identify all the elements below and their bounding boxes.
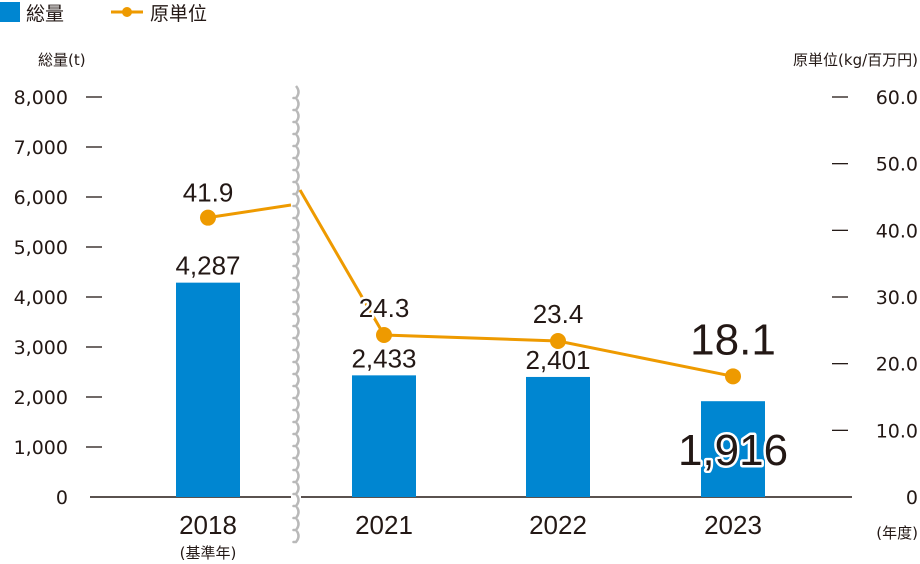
line-value-label: 41.9 bbox=[183, 178, 234, 208]
left-tick-label: 5,000 bbox=[14, 237, 68, 259]
right-axis-title: 原単位(kg/百万円) bbox=[793, 51, 918, 69]
left-tick-label: 0 bbox=[56, 487, 68, 509]
bar bbox=[526, 376, 590, 497]
right-tick-label: 60.0 bbox=[876, 87, 918, 109]
right-tick-label: 40.0 bbox=[876, 220, 918, 242]
legend-bar-swatch bbox=[0, 2, 20, 22]
x-category-label: 2021 bbox=[355, 510, 413, 540]
right-axis: 0 10.0 20.0 30.0 40.0 50.0 60.0 bbox=[832, 87, 918, 509]
category-labels: 2018 (基準年) 2021 2022 2023 bbox=[179, 510, 762, 562]
bar bbox=[176, 282, 240, 497]
bar bbox=[701, 401, 765, 497]
left-tick-label: 2,000 bbox=[14, 387, 68, 409]
x-axis-unit: (年度) bbox=[876, 524, 918, 542]
line-value-label: 18.1 bbox=[690, 315, 776, 364]
axis-break-wave bbox=[292, 85, 300, 544]
line-point bbox=[725, 368, 741, 385]
line-point bbox=[550, 333, 566, 349]
line-value-label: 24.3 bbox=[359, 293, 410, 323]
intensity-line: 41.9 24.3 23.4 18.1 bbox=[180, 175, 778, 385]
bar-value-label: 2,401 bbox=[525, 345, 590, 375]
x-category-label: 2023 bbox=[704, 510, 762, 540]
line-point bbox=[376, 327, 392, 343]
right-tick-label: 10.0 bbox=[876, 420, 918, 442]
left-tick-label: 3,000 bbox=[14, 337, 68, 359]
right-tick-label: 0 bbox=[906, 487, 918, 509]
line-value-label: 23.4 bbox=[533, 299, 584, 329]
left-tick-label: 1,000 bbox=[14, 437, 68, 459]
left-tick-label: 8,000 bbox=[14, 87, 68, 109]
axis-break bbox=[291, 80, 301, 544]
legend-line-label: 原単位 bbox=[150, 3, 207, 25]
right-tick-label: 30.0 bbox=[876, 287, 918, 309]
legend-bar-label: 総量 bbox=[26, 3, 64, 25]
line-segment-before-break bbox=[207, 203, 292, 220]
legend: 総量 原単位 bbox=[0, 2, 207, 25]
right-tick-label: 20.0 bbox=[876, 354, 918, 376]
left-axis-title: 総量(t) bbox=[38, 51, 86, 69]
legend-line-marker bbox=[122, 7, 132, 17]
bar-value-label: 2,433 bbox=[351, 343, 416, 373]
bar-value-label: 1,916 bbox=[678, 426, 788, 475]
bars: 4,287 2,433 2,401 1,916 bbox=[173, 248, 791, 497]
bar-value-label: 4,287 bbox=[175, 251, 240, 281]
axis-break-gap bbox=[291, 80, 301, 540]
left-tick-label: 4,000 bbox=[14, 287, 68, 309]
left-tick-label: 6,000 bbox=[14, 187, 68, 209]
line-point bbox=[200, 209, 216, 226]
x-category-label: 2018 bbox=[179, 510, 237, 540]
left-tick-label: 7,000 bbox=[14, 137, 68, 159]
line-segment-after-break bbox=[298, 189, 734, 378]
left-axis: 0 1,000 2,000 3,000 4,000 5,000 6,000 7,000 8,00… bbox=[14, 87, 102, 509]
x-category-label: 2022 bbox=[529, 510, 587, 540]
right-tick-label: 50.0 bbox=[876, 154, 918, 176]
bar bbox=[352, 375, 416, 497]
x-category-note: (基準年) bbox=[180, 544, 237, 562]
